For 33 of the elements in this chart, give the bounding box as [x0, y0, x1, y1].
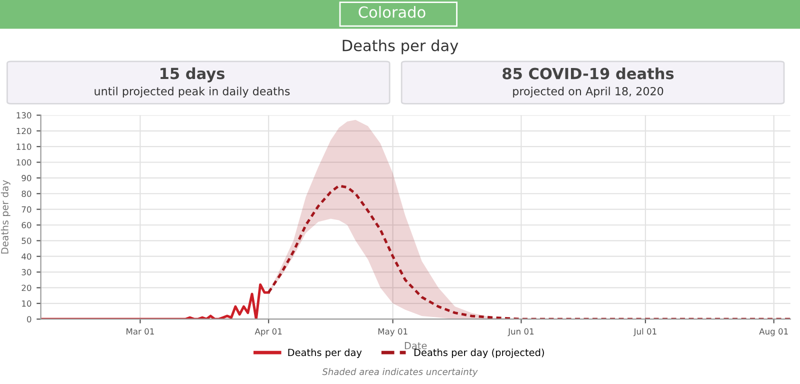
y-axis-title: Deaths per day	[0, 180, 10, 254]
legend-label: Deaths per day	[288, 348, 362, 358]
text: until projected peak in daily deaths	[94, 86, 290, 98]
y-tick-label: 0	[27, 316, 32, 322]
x-tick-label: Mar 01	[126, 328, 154, 335]
text: Shaded area indicates uncertainty	[322, 368, 478, 377]
y-tick-label: 120	[16, 128, 32, 134]
y-tick-label: 50	[22, 238, 32, 244]
y-tick-label: 10	[22, 300, 32, 307]
text: Colorado	[358, 6, 426, 18]
y-tick-label: 70	[22, 206, 32, 213]
line-series	[267, 184, 790, 320]
y-tick-label: 90	[22, 174, 32, 182]
chart-title: Deaths per day	[342, 39, 458, 54]
x-tick-label: Aug 01	[759, 328, 788, 336]
text: 15 days	[160, 67, 224, 82]
y-tick-label: 60	[22, 222, 32, 228]
y-tick-label: 110	[16, 144, 32, 150]
y-tick-label: 40	[22, 253, 32, 260]
y-tick-label: 80	[22, 190, 32, 197]
y-tick-label: 100	[16, 159, 32, 166]
text: projected on April 18, 2020	[513, 86, 664, 98]
line-series	[40, 283, 270, 320]
y-tick-label: 130	[16, 112, 32, 118]
y-tick-label: 20	[22, 284, 32, 292]
x-tick-label: Jun 01	[508, 328, 534, 336]
x-tick-label: Apr 01	[254, 328, 282, 336]
x-tick-label: May 01	[378, 328, 408, 336]
text: 85 COVID-19 deaths	[502, 67, 674, 80]
x-axis-title: Date	[404, 342, 427, 350]
x-tick-label: Jul 01	[633, 328, 656, 336]
legend-label: Deaths per day (projected)	[414, 348, 544, 358]
y-tick-label: 30	[22, 269, 32, 276]
